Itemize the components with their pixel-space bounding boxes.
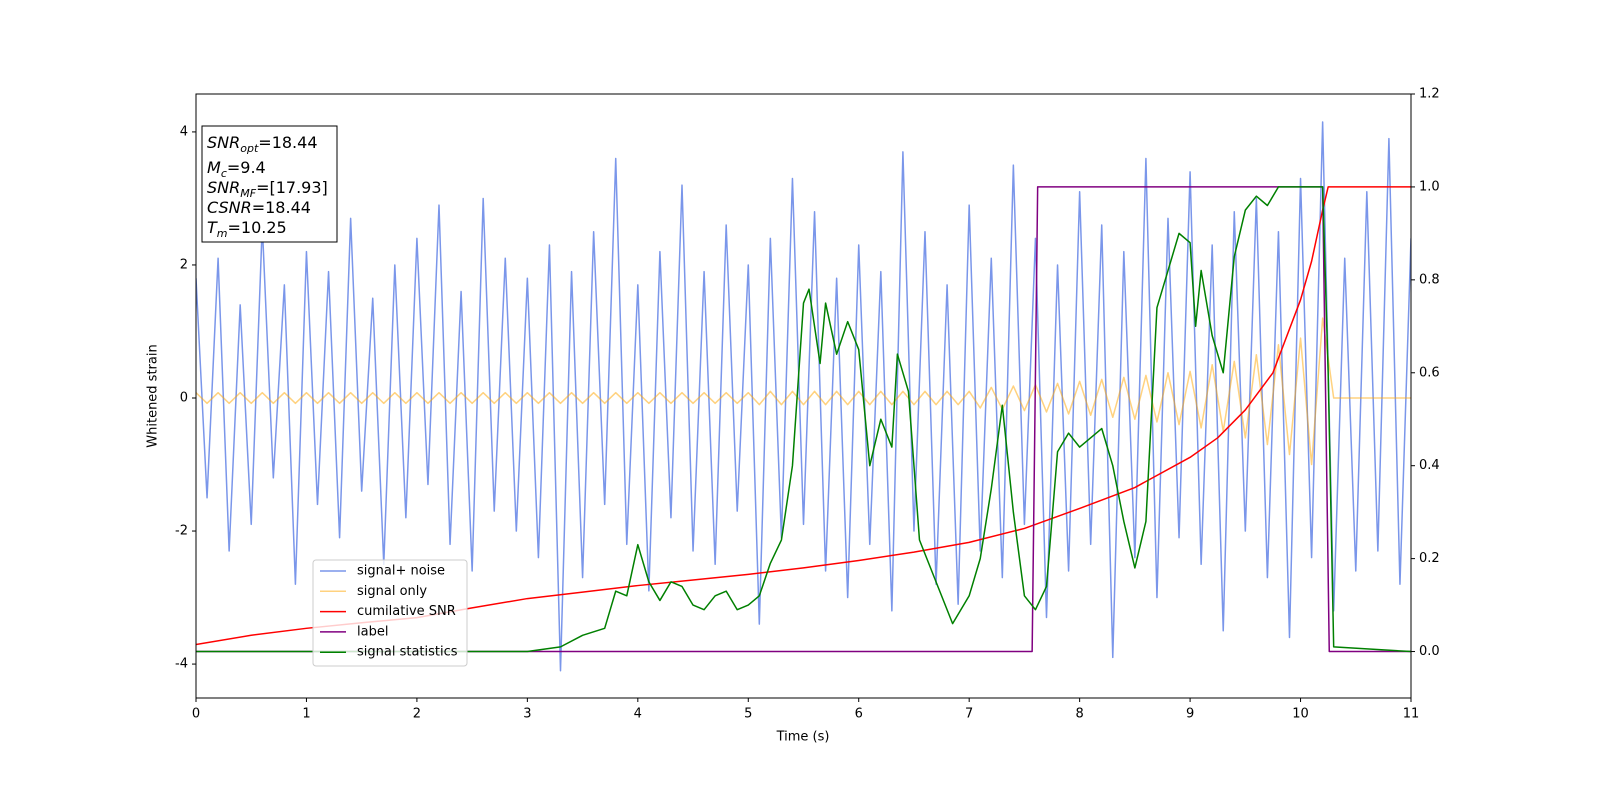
x-tick-label: 1	[302, 707, 310, 722]
legend-label: signal statistics	[357, 645, 458, 660]
x-tick-label: 8	[1075, 707, 1083, 722]
annotation-subscript: MF	[240, 187, 256, 200]
annotation-name: T	[207, 218, 218, 237]
annotation-value: =9.4	[227, 158, 266, 177]
annotation-name: SNR	[207, 133, 240, 152]
x-tick-label: 2	[413, 707, 421, 722]
annotation-text: Mc=9.4	[207, 158, 266, 180]
annotation-text: SNRopt=18.44	[207, 133, 318, 155]
y-tick-label: 0	[180, 390, 188, 405]
legend-label: cumilative SNR	[357, 604, 456, 619]
annotation-name: SNR	[207, 178, 240, 197]
series-line	[196, 186, 1411, 653]
y2-tick-label: 0.2	[1419, 551, 1440, 566]
annotation-value: =[17.93]	[256, 178, 328, 197]
series-line	[196, 186, 1411, 653]
annotation-text: Tm=10.25	[207, 218, 287, 240]
x-tick-label: 0	[192, 707, 200, 722]
annotation-name: CSNR	[207, 198, 252, 217]
annotation-subscript: opt	[240, 142, 259, 155]
y2-tick-label: 0.8	[1419, 272, 1440, 287]
y2-tick-label: 0.0	[1419, 644, 1440, 659]
annotation-subscript: c	[221, 167, 227, 180]
axes: 0 1 2 3 4 5 6 7 8 9 10 11 -4 -2 0 2 4 0.0 0.2 0.4 0.6 0.8 1.0 1…	[175, 87, 1440, 722]
legend-label: signal+ noise	[357, 564, 445, 579]
y-tick-label: -4	[175, 657, 188, 672]
x-tick-label: 3	[523, 707, 531, 722]
series-line	[196, 317, 1411, 466]
annotation-box: SNRopt=18.44Mc=9.4SNRMF=[17.93]CSNR=18.4…	[201, 125, 338, 243]
y2-tick-label: 0.4	[1419, 458, 1440, 473]
legend: signal+ noise signal only cumilative SNR la…	[312, 559, 468, 667]
y-tick-label: 4	[180, 124, 188, 139]
y-tick-label: 2	[180, 257, 188, 272]
legend-frame	[312, 559, 468, 667]
y-tick-label: -2	[175, 524, 188, 539]
x-tick-label: 7	[965, 707, 973, 722]
x-tick-label: 6	[855, 707, 863, 722]
annotation-frame	[201, 125, 338, 243]
y-axis-label: Whitened strain	[146, 344, 161, 447]
annotation-name: M	[207, 158, 221, 177]
annotation-text: CSNR=18.44	[207, 198, 311, 217]
y2-tick-label: 1.0	[1419, 179, 1440, 194]
x-tick-label: 11	[1403, 707, 1420, 722]
annotation-value: =18.44	[252, 198, 311, 217]
x-tick-label: 10	[1292, 707, 1309, 722]
y2-tick-label: 0.6	[1419, 365, 1440, 380]
x-tick-label: 4	[634, 707, 642, 722]
x-tick-label: 9	[1186, 707, 1194, 722]
y2-tick-label: 1.2	[1419, 87, 1440, 102]
annotation-value: =18.44	[258, 133, 317, 152]
legend-label: label	[357, 624, 388, 639]
annotation-text: SNRMF=[17.93]	[207, 178, 328, 200]
annotation-subscript: m	[217, 227, 228, 240]
annotation-value: =10.25	[228, 218, 287, 237]
axes-frame	[195, 93, 1412, 699]
series-line	[196, 121, 1411, 672]
x-tick-label: 5	[744, 707, 752, 722]
legend-label: signal only	[357, 584, 427, 599]
x-axis-label: Time (s)	[776, 730, 830, 745]
